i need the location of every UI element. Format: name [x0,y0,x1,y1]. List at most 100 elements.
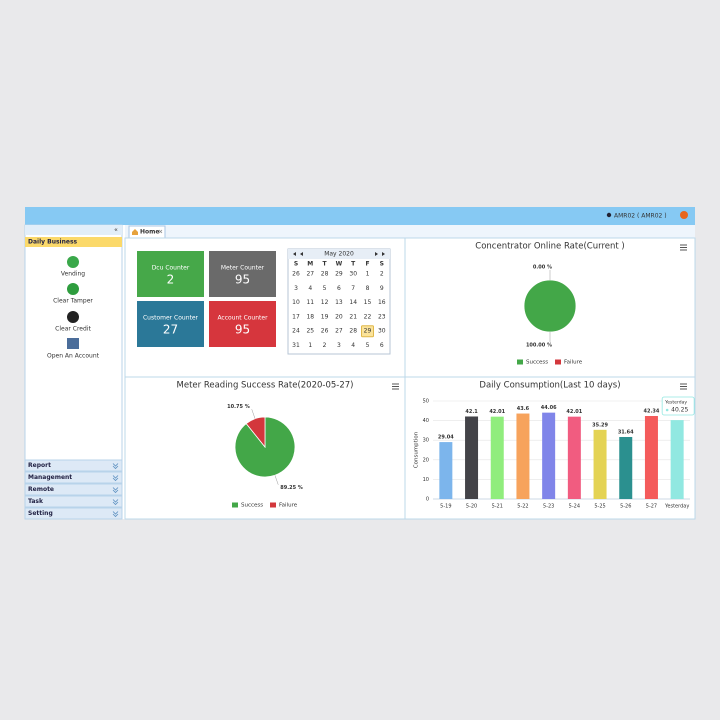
calendar-day[interactable]: 5 [366,342,370,349]
user-name[interactable]: AMR02 ( AMR02 ) [614,213,667,220]
calendar-day[interactable]: 12 [321,299,329,306]
calendar-day[interactable]: 23 [378,313,386,320]
calendar-day[interactable]: 4 [351,342,355,349]
bar[interactable] [490,416,504,499]
menu-label[interactable]: Remote [28,486,54,493]
calendar-day[interactable]: 30 [378,328,386,335]
calendar-day[interactable]: 18 [306,313,314,320]
calendar-day[interactable]: 25 [306,328,314,335]
collapse-button[interactable]: « [114,227,118,234]
bar[interactable] [439,442,453,499]
legend-label[interactable]: Failure [279,503,298,509]
legend-label[interactable]: Success [526,360,548,366]
calendar-day[interactable]: 19 [321,313,329,320]
tab-label[interactable]: Home [140,229,159,236]
menu-row[interactable] [24,507,123,520]
data-label: 44.06 [541,405,557,411]
counter-tile[interactable] [137,301,204,347]
tab-close[interactable] [158,229,163,234]
clear-credit-icon[interactable] [67,311,79,323]
calendar-day[interactable]: 20 [335,313,343,320]
calendar-day[interactable]: 6 [380,342,384,349]
calendar-day[interactable]: 29 [335,271,343,278]
logout-button[interactable] [680,211,688,219]
sidebar-item[interactable]: Open An Account [47,353,100,360]
menu-label[interactable]: Setting [28,510,53,517]
calendar-day[interactable]: 1 [366,271,370,278]
menu-icon[interactable] [392,244,687,390]
calendar-day[interactable]: 17 [292,313,300,320]
sidebar-item[interactable]: Clear Tamper [53,298,93,305]
calendar-day[interactable]: 29 [364,328,372,335]
bar[interactable] [619,436,633,499]
calendar-day[interactable]: 4 [308,285,312,292]
bar[interactable] [593,429,607,499]
calendar-day[interactable]: 15 [364,299,372,306]
legend-marker[interactable] [270,502,276,508]
calendar-day[interactable]: 24 [292,328,300,335]
section-header[interactable] [25,237,122,247]
legend-label[interactable]: Failure [564,360,583,366]
calendar-day[interactable]: 5 [323,285,327,292]
legend-marker[interactable] [555,359,561,365]
menu-row[interactable] [24,495,123,508]
open-account-icon[interactable] [67,338,79,349]
bar[interactable] [644,416,658,499]
calendar-day[interactable]: 31 [292,342,300,349]
bar[interactable] [542,412,556,499]
menu-label[interactable]: Task [28,498,44,505]
calendar-day[interactable]: 2 [323,342,327,349]
calendar-day[interactable]: 8 [366,285,370,292]
calendar-day[interactable]: 26 [321,328,329,335]
sidebar-item[interactable]: Clear Credit [55,326,91,333]
calendar-day[interactable]: 2 [380,271,384,278]
calendar-day[interactable]: 10 [292,299,300,306]
calendar-day[interactable]: 13 [335,299,343,306]
counter-value[interactable]: 95 [235,273,250,287]
calendar-day[interactable]: 1 [308,342,312,349]
menu-row[interactable] [24,459,123,472]
section-title[interactable]: Daily Business [28,239,78,246]
counter-tile[interactable] [209,301,276,347]
calendar-day[interactable]: 3 [337,342,341,349]
clear-tamper-icon[interactable] [67,283,79,295]
calendar-day[interactable]: 21 [349,313,357,320]
sidebar-item[interactable]: Vending [61,271,85,278]
calendar-day[interactable]: 22 [364,313,372,320]
counter-value[interactable]: 27 [163,323,178,337]
counter-label[interactable]: Dcu Counter [152,265,190,272]
calendar-day[interactable]: 3 [294,285,298,292]
bar[interactable] [465,416,479,499]
calendar-day[interactable]: 30 [349,271,357,278]
counter-label[interactable]: Meter Counter [221,265,265,272]
calendar-day[interactable]: 27 [335,328,343,335]
calendar-day[interactable]: 14 [349,299,357,306]
counter-value[interactable]: 95 [235,323,250,337]
counter-tile[interactable] [137,251,204,297]
calendar-day[interactable]: 7 [351,285,355,292]
vending-icon[interactable] [67,256,79,268]
menu-label[interactable]: Report [28,462,51,469]
menu-row[interactable] [24,471,123,484]
menu-label[interactable]: Management [28,474,72,481]
calendar-day[interactable]: 16 [378,299,386,306]
menu-row[interactable] [24,483,123,496]
legend-marker[interactable] [517,359,523,365]
calendar-day[interactable]: 26 [292,271,300,278]
counter-label[interactable]: Customer Counter [143,315,199,322]
calendar-day[interactable]: 6 [337,285,341,292]
calendar-day[interactable]: 9 [380,285,384,292]
calendar-day[interactable]: 27 [306,271,314,278]
calendar-day[interactable]: 28 [349,328,357,335]
calendar-day[interactable]: 28 [321,271,329,278]
bar[interactable] [516,413,530,499]
counter-label[interactable]: Account Counter [217,315,268,322]
sidebar-top [25,225,122,235]
counter-value[interactable]: 2 [167,273,175,287]
counter-tile[interactable] [209,251,276,297]
legend-marker[interactable] [232,502,238,508]
calendar-day[interactable]: 11 [306,299,314,306]
legend-label[interactable]: Success [241,503,263,509]
bar[interactable] [670,420,684,499]
bar[interactable] [567,416,581,499]
